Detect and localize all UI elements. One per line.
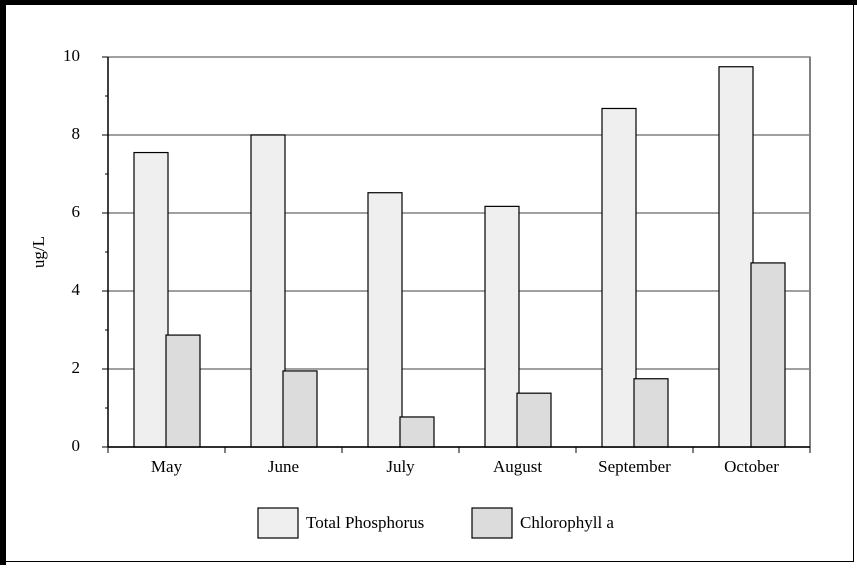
- y-axis-label: ug/L: [29, 236, 48, 268]
- legend-swatch: [257, 507, 299, 539]
- bar: [250, 134, 286, 448]
- frame-left: [0, 0, 6, 565]
- bar: [367, 192, 403, 448]
- y-tick-label: 10: [63, 46, 80, 65]
- bar: [718, 66, 754, 448]
- bar: [282, 370, 318, 448]
- bar: [133, 151, 169, 448]
- x-tick-label: June: [268, 457, 299, 476]
- bar: [750, 262, 786, 448]
- bar: [516, 392, 552, 448]
- bar: [601, 107, 637, 448]
- legend-label: Chlorophyll a: [520, 513, 614, 532]
- bar: [633, 378, 669, 448]
- x-tick-label: May: [151, 457, 183, 476]
- x-tick-label: October: [724, 457, 779, 476]
- y-tick-label: 4: [72, 280, 81, 299]
- legend-label: Total Phosphorus: [306, 513, 424, 532]
- frame-top: [0, 0, 857, 5]
- bar: [484, 205, 520, 448]
- y-tick-label: 2: [72, 358, 81, 377]
- y-tick-label: 8: [72, 124, 81, 143]
- x-tick-label: September: [598, 457, 671, 476]
- legend-swatch: [471, 507, 513, 539]
- bar: [165, 334, 201, 448]
- y-tick-label: 6: [72, 202, 81, 221]
- x-tick-label: August: [493, 457, 542, 476]
- x-tick-label: July: [386, 457, 415, 476]
- y-tick-label: 0: [72, 436, 81, 455]
- bar: [399, 416, 435, 448]
- plot-area: [107, 56, 811, 448]
